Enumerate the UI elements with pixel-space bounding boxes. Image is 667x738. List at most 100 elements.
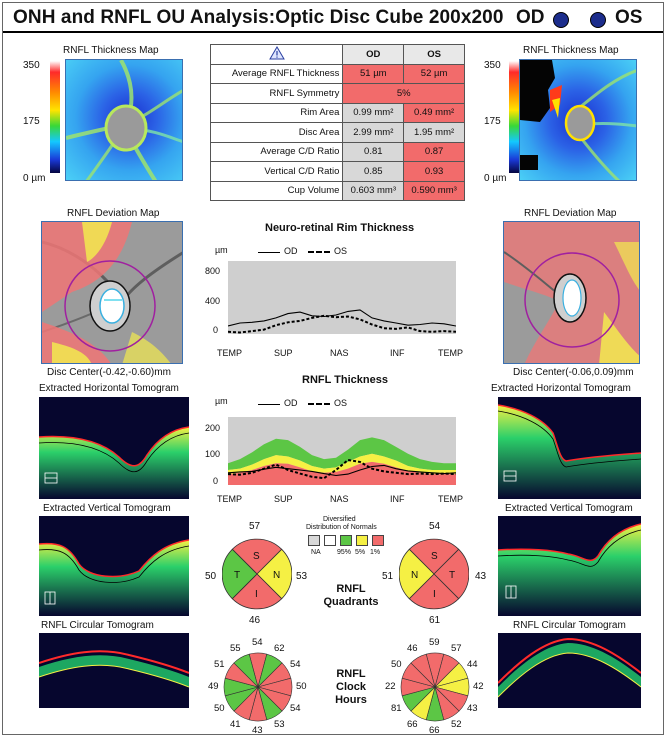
chart-plot-area [228, 261, 456, 334]
od-vertical-tomogram [39, 516, 189, 616]
os-clock-hour-value: 66 [429, 725, 440, 736]
param-os-value: 0.93 [403, 161, 465, 182]
os-deviation-map-label: RNFL Deviation Map [524, 208, 617, 219]
os-scale-min: 0 µm [484, 173, 507, 184]
os-quad-i-letter: I [433, 589, 436, 600]
rnfl-chart-unit: µm [215, 396, 228, 406]
od-clock-hour-value: 49 [208, 681, 219, 692]
os-clock-hour-value: 42 [473, 681, 484, 692]
params-header-row: OD OS [209, 44, 465, 65]
param-od-value: 0.603 mm³ [342, 180, 405, 201]
od-deviation-map [41, 221, 183, 364]
rim-legend-od-swatch [258, 252, 280, 253]
norm-swatch-95 [324, 535, 336, 546]
param-name: Average C/D Ratio [209, 141, 344, 162]
params-row-cup-volume: Cup Volume 0.603 mm³ 0.590 mm³ [209, 180, 465, 201]
series-line-os [228, 458, 456, 480]
rim-chart-unit: µm [215, 245, 228, 255]
od-quad-s-value: 57 [249, 521, 261, 532]
os-quad-t-value: 51 [382, 571, 394, 582]
os-clock-hour-value: 50 [391, 659, 402, 670]
norm-swatch-5 [356, 535, 368, 546]
od-quad-t-value: 50 [205, 571, 217, 582]
rim-legend-os-label: OS [334, 246, 348, 256]
rim-ytick: 0 [213, 325, 219, 335]
os-eye-indicator-icon [590, 12, 606, 28]
od-deviation-map-label: RNFL Deviation Map [67, 208, 160, 219]
os-vertical-tomo-label: Extracted Vertical Tomogram [505, 503, 633, 514]
od-scale-min: 0 µm [23, 173, 46, 184]
os-clock-hour-value: 46 [407, 643, 418, 654]
rim-xtick: TEMP [217, 348, 243, 358]
series-line-os [228, 314, 456, 334]
normal-band-green [228, 437, 456, 471]
os-quad-n-value: 43 [475, 571, 487, 582]
param-os-value: 0.590 mm³ [403, 180, 465, 201]
od-vertical-tomo-label: Extracted Vertical Tomogram [43, 503, 171, 514]
norm-swatch-green [340, 535, 352, 546]
rim-legend-od-label: OD [284, 246, 298, 256]
param-os-value: 1.95 mm² [403, 122, 465, 143]
norm-label-1: 1% [370, 549, 381, 556]
os-thickness-colorbar [509, 61, 519, 173]
od-clock-hour-value: 50 [214, 703, 225, 714]
param-od-value: 0.85 [342, 161, 405, 182]
rim-xtick: TEMP [438, 348, 464, 358]
od-clock-hour-value: 54 [252, 637, 263, 648]
param-os-value: 0.87 [403, 141, 465, 162]
param-od-value: 51 µm [342, 63, 405, 84]
os-quad-n-letter: N [411, 570, 419, 581]
od-clock-hour-value: 43 [252, 725, 263, 736]
series-line-od [228, 464, 456, 477]
od-disc-center: Disc Center(-0.42,-0.60)mm [47, 367, 171, 378]
params-row-disc-area: Disc Area 2.99 mm² 1.95 mm² [209, 122, 465, 143]
od-quad-i-sector [231, 573, 283, 610]
params-row-symmetry: RNFL Symmetry 5% [209, 83, 465, 104]
norm-legend-title-line2: Distribution of Normals [306, 524, 377, 531]
param-os-value: 0.49 mm² [403, 102, 465, 123]
os-clock-hour-value: 44 [467, 659, 478, 670]
os-scale-max: 350 [484, 60, 501, 71]
params-row-avg-cd: Average C/D Ratio 0.81 0.87 [209, 141, 465, 162]
os-deviation-map [503, 221, 640, 364]
od-clock-hour-value: 62 [274, 643, 285, 654]
od-horizontal-tomo-label: Extracted Horizontal Tomogram [39, 383, 179, 394]
od-quad-n-letter: N [273, 570, 281, 581]
os-clock-hours-chart [400, 652, 470, 722]
series-line-od [228, 309, 456, 327]
od-quad-n-value: 53 [296, 571, 308, 582]
norm-swatch-na [308, 535, 320, 546]
od-quad-s-sector [231, 538, 283, 575]
rim-chart-title: Neuro-retinal Rim Thickness [265, 222, 415, 234]
od-quad-s-letter: S [253, 551, 260, 562]
rim-ytick: 400 [205, 296, 221, 306]
os-scale-mid: 175 [484, 116, 501, 127]
od-clock-hour-value: 54 [290, 703, 301, 714]
quadrants-title-line1: RNFL [336, 583, 366, 595]
clock-title-line1: RNFL [336, 668, 366, 680]
rnfl-xtick: NAS [330, 494, 349, 504]
rnfl-ytick: 100 [205, 449, 221, 459]
os-clock-hour-value: 59 [429, 637, 440, 648]
os-quad-i-sector [408, 573, 460, 610]
rim-thickness-chart [228, 261, 456, 334]
norm-label-95: 95% [337, 549, 352, 556]
os-vertical-tomogram [498, 516, 641, 616]
os-clock-hour-value: 66 [407, 719, 418, 730]
borderline-band-yellow [228, 453, 456, 475]
od-clock-hour-value: 51 [214, 659, 225, 670]
param-name: Disc Area [209, 122, 344, 143]
od-thickness-map-label: RNFL Thickness Map [63, 45, 159, 56]
clock-sector-12 [410, 653, 436, 689]
rnfl-xtick: TEMP [217, 494, 243, 504]
os-clock-hour-value: 81 [391, 703, 402, 714]
param-od-value: 2.99 mm² [342, 122, 405, 143]
os-thickness-map [519, 59, 637, 181]
norm-swatch-1 [372, 535, 384, 546]
os-disc-center: Disc Center(-0.06,0.09)mm [513, 367, 634, 378]
rnfl-legend-os-swatch [308, 403, 330, 405]
param-name: Rim Area [209, 102, 344, 123]
rnfl-legend-os-label: OS [334, 398, 348, 408]
quadrants-title-line2: Quadrants [323, 596, 379, 608]
quadrants-title: RNFL Quadrants [321, 583, 381, 609]
